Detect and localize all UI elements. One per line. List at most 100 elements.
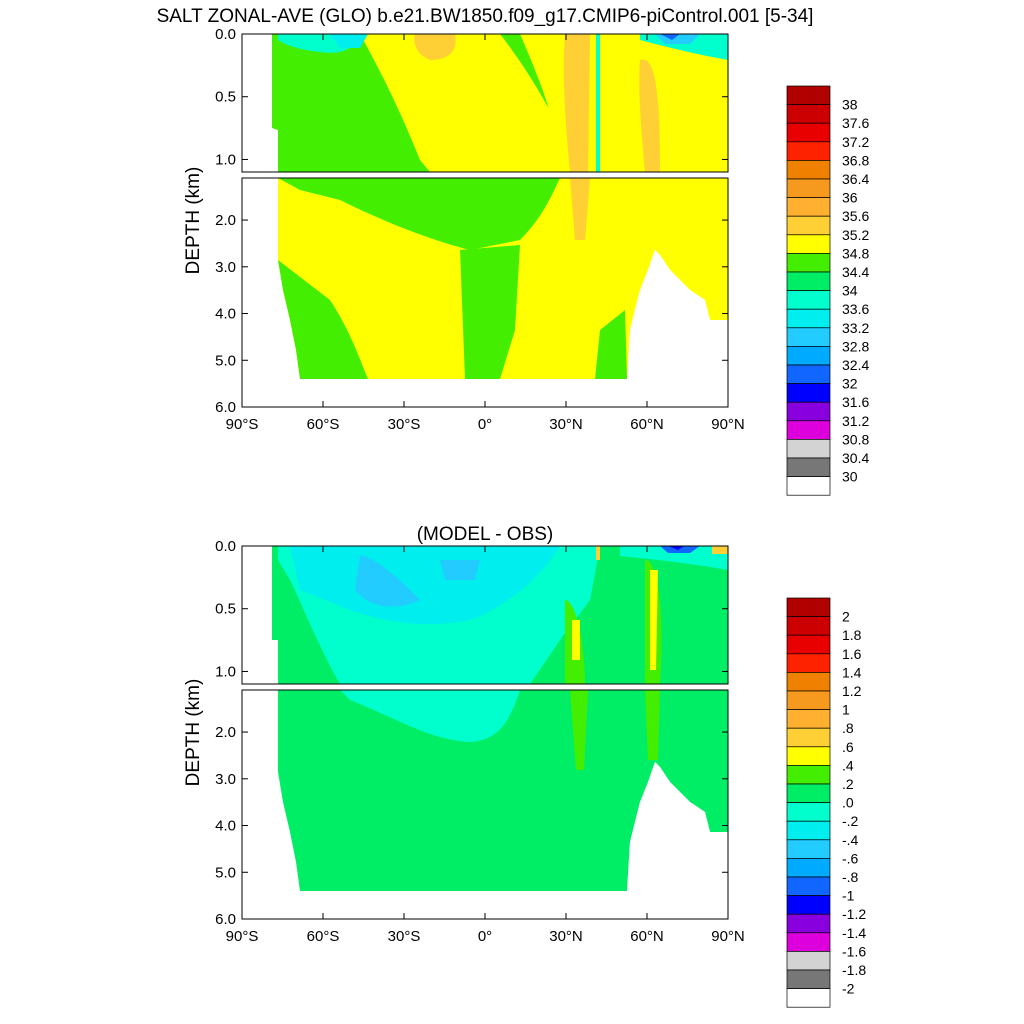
colorbar-label: 1.2 [842, 683, 862, 699]
salt-panel [241, 33, 729, 408]
colorbar-label: 34 [842, 283, 858, 299]
y-axis-title: DEPTH (km) [183, 167, 204, 275]
colorbar-swatch [786, 802, 831, 822]
colorbar-label: 1.8 [842, 627, 862, 643]
colorbar-label: .2 [842, 776, 854, 792]
x-tick-label: 30°N [549, 416, 583, 433]
y-tick-label: 5.0 [215, 864, 236, 881]
colorbar-label: -2 [842, 981, 855, 997]
colorbar-swatch [786, 653, 831, 673]
colorbar-swatch [786, 969, 831, 989]
x-tick-label: 30°N [549, 928, 583, 945]
y-tick-label: 6.0 [215, 911, 236, 928]
colorbar-label: 1 [842, 702, 850, 718]
colorbar-swatch [786, 234, 831, 254]
colorbar-swatch [786, 271, 831, 291]
colorbar-swatch [786, 215, 831, 236]
x-tick-label: 0° [478, 416, 492, 433]
colorbar-swatch [786, 951, 831, 971]
x-tick-label: 60°N [630, 416, 664, 433]
x-tick-label: 60°S [307, 416, 340, 433]
y-tick-label: 5.0 [215, 352, 236, 369]
y-tick-label: 0.0 [215, 538, 236, 555]
colorbar-label: 30.4 [842, 450, 869, 466]
colorbar-swatch [786, 913, 831, 934]
colorbar-label: 32.8 [842, 338, 869, 354]
colorbar-label: 30 [842, 469, 858, 485]
y-tick-label: 1.0 [215, 663, 236, 680]
colorbar-label: 31.2 [842, 413, 869, 429]
colorbar-label: 33.2 [842, 320, 869, 336]
y-tick-label: 6.0 [215, 399, 236, 416]
colorbar-label: 33.6 [842, 301, 869, 317]
colorbar-swatch [786, 253, 831, 273]
colorbar-swatch [786, 783, 831, 803]
colorbar-label: 1.6 [842, 646, 862, 662]
colorbar-label: 35.2 [842, 227, 869, 243]
colorbar-swatch [786, 839, 831, 859]
x-tick-label: 60°N [630, 928, 664, 945]
y-tick-label: 2.0 [215, 212, 236, 229]
colorbar-swatch [786, 820, 831, 841]
y-tick-label: 0.0 [215, 26, 236, 43]
colorbar-swatch [786, 597, 831, 617]
y-tick-label: 2.0 [215, 724, 236, 741]
colorbar-swatch [786, 876, 831, 896]
colorbar-swatch [786, 364, 831, 384]
page-title: SALT ZONAL-AVE (GLO) b.e21.BW1850.f09_g1… [156, 6, 814, 27]
colorbar-label: 2 [842, 609, 850, 625]
colorbar-label: -1.8 [842, 962, 866, 978]
colorbar-label: -1 [842, 888, 855, 904]
diff-lower-field [242, 690, 728, 919]
x-tick-label: 30°S [388, 928, 421, 945]
salt-upper-field [242, 34, 728, 172]
colorbar-swatch [786, 160, 831, 180]
colorbar-label: 30.8 [842, 431, 869, 447]
colorbar-label: 35.6 [842, 208, 869, 224]
colorbar-swatch [786, 420, 831, 440]
colorbar-swatch [786, 746, 831, 766]
colorbar-swatch [786, 709, 831, 729]
salt-lower-field [242, 178, 728, 407]
colorbar-label: -.2 [842, 813, 859, 829]
colorbar-swatch [786, 439, 831, 459]
colorbar-swatch [786, 690, 831, 710]
colorbar-label: 1.4 [842, 664, 862, 680]
colorbar-label: 31.6 [842, 394, 869, 410]
colorbar-swatch [786, 197, 831, 217]
colorbar-swatch [786, 765, 831, 785]
diff-panel [241, 545, 729, 920]
colorbar-label: 37.2 [842, 134, 869, 150]
colorbar-label: 32 [842, 376, 858, 392]
x-tick-label: 90°N [711, 416, 745, 433]
y-tick-label: 0.5 [215, 89, 236, 106]
colorbar-label: .4 [842, 757, 854, 773]
x-tick-label: 0° [478, 928, 492, 945]
colorbar-label: 34.8 [842, 245, 869, 261]
panel-title: (MODEL - OBS) [417, 524, 554, 545]
x-tick-label: 90°S [226, 928, 259, 945]
colorbar-swatch [786, 727, 831, 748]
colorbar-swatch [786, 178, 831, 198]
diff-upper-field [242, 546, 728, 684]
colorbar-label: -1.4 [842, 925, 866, 941]
colorbar-label: 34.4 [842, 264, 869, 280]
colorbar-label: -1.6 [842, 943, 866, 959]
colorbar-swatch [786, 858, 831, 878]
colorbar-label: -.8 [842, 869, 859, 885]
colorbar-swatch [786, 308, 831, 329]
colorbar-label: -1.2 [842, 906, 866, 922]
y-tick-label: 3.0 [215, 259, 236, 276]
y-tick-label: 4.0 [215, 818, 236, 835]
colorbar-label: -.4 [842, 832, 859, 848]
colorbar-swatch [786, 932, 831, 952]
colorbar-label: 37.6 [842, 115, 869, 131]
colorbar-swatch [786, 988, 831, 1008]
colorbar-label: 36.8 [842, 152, 869, 168]
y-tick-label: 4.0 [215, 306, 236, 323]
x-tick-label: 90°S [226, 416, 259, 433]
colorbar-swatch [786, 476, 831, 496]
x-tick-label: 90°N [711, 928, 745, 945]
y-tick-label: 1.0 [215, 151, 236, 168]
